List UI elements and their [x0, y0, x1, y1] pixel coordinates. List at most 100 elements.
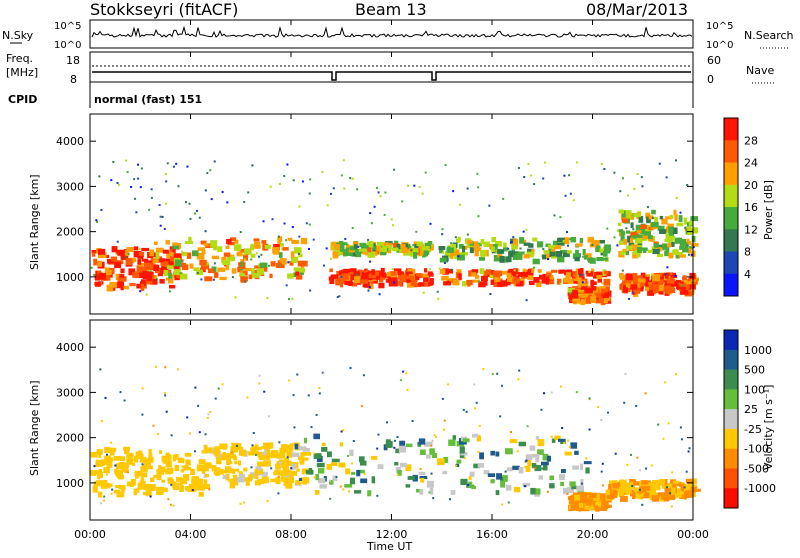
power-cell	[385, 279, 390, 283]
power-cell	[160, 262, 165, 266]
power-cell	[286, 163, 289, 166]
power-cell	[102, 252, 107, 258]
velocity-cell	[673, 493, 682, 498]
velocity-cell	[538, 475, 543, 480]
velocity-cell	[264, 479, 269, 484]
velocity-cell	[371, 476, 376, 484]
power-cell	[684, 226, 687, 229]
time-tick-label: 08:00	[275, 528, 307, 541]
power-cell	[575, 249, 579, 256]
power-cell	[213, 244, 218, 251]
velocity-cell	[582, 492, 587, 496]
power-cell	[384, 191, 387, 194]
velocity-cell	[135, 475, 139, 479]
power-cell	[338, 295, 341, 298]
power-cell	[579, 273, 582, 276]
power-cell	[490, 279, 495, 285]
power-cell	[466, 240, 473, 244]
velocity-cell	[627, 488, 632, 494]
power-cell	[619, 285, 624, 290]
velocity-cell	[172, 486, 179, 490]
power-cell	[665, 216, 673, 220]
power-cell	[290, 251, 295, 258]
power-cell	[671, 281, 678, 287]
nsky-trace	[91, 25, 693, 38]
velocity-cell	[338, 462, 346, 468]
nave-trace	[92, 71, 691, 81]
velocity-cell	[196, 464, 205, 472]
velocity-cell	[420, 449, 426, 455]
velocity-cell	[402, 370, 405, 373]
power-cell	[225, 264, 230, 271]
power-cell	[667, 242, 672, 248]
power-cell	[458, 244, 464, 249]
power-cell	[539, 274, 546, 280]
velocity-cell	[342, 429, 345, 432]
power-cell	[625, 213, 632, 219]
power-cell	[133, 178, 136, 181]
power-cell	[201, 249, 206, 254]
power-cell	[298, 235, 301, 238]
power-cell	[367, 251, 376, 258]
velocity-cell	[426, 480, 434, 488]
power-cell	[140, 167, 143, 170]
power-cell	[439, 257, 447, 263]
velocity-cell	[581, 499, 587, 504]
velocity-cell	[328, 479, 331, 482]
power-cell	[150, 188, 153, 191]
velocity-cell	[543, 392, 545, 395]
power-cell	[282, 247, 289, 251]
velocity-cell	[286, 450, 293, 457]
power-cell	[564, 194, 567, 197]
velocity-cell	[99, 502, 102, 505]
velocity-cell	[255, 447, 262, 451]
power-cell	[343, 187, 346, 190]
power-cell	[637, 284, 644, 292]
velocity-cell	[105, 483, 113, 487]
power-cell	[345, 247, 349, 252]
velocity-cell	[600, 419, 603, 421]
power-cell	[441, 228, 444, 231]
velocity-cell	[238, 449, 247, 456]
velocity-cell	[298, 477, 302, 481]
power-cell	[346, 251, 353, 256]
power-cell	[633, 187, 636, 190]
power-cell	[645, 212, 651, 219]
power-cell	[154, 241, 158, 245]
power-cell	[125, 249, 129, 257]
time-tick-label: 20:00	[577, 528, 609, 541]
power-cell	[210, 198, 213, 201]
power-cell	[478, 280, 481, 283]
power-cell	[351, 227, 354, 229]
velocity-cell	[231, 478, 239, 486]
power-cell	[567, 244, 569, 247]
power-cell	[462, 281, 467, 287]
power-cell	[244, 280, 247, 283]
velocity-cell	[613, 483, 616, 485]
velocity-cell	[245, 479, 250, 486]
velocity-cell	[626, 463, 629, 466]
velocity-cell	[609, 480, 616, 485]
velocity-cell	[92, 485, 98, 493]
velocity-cell	[345, 468, 351, 475]
velocity-cell	[596, 505, 605, 510]
velocity-cell	[669, 494, 676, 501]
range-tick-label: 3000	[56, 180, 84, 193]
power-cell	[271, 218, 274, 221]
power-cell	[560, 249, 567, 254]
power-cell	[665, 233, 671, 240]
power-cell	[664, 289, 670, 294]
velocity-cell	[175, 482, 183, 486]
velocity-colorbar-tick: 100	[744, 383, 765, 396]
power-cell	[153, 264, 160, 271]
power-cell	[368, 273, 377, 279]
velocity-cell	[208, 488, 211, 491]
power-cell	[519, 237, 525, 244]
power-cell	[344, 280, 352, 286]
velocity-cell	[116, 463, 123, 469]
velocity-cell	[657, 492, 665, 496]
velocity-cell	[463, 457, 466, 460]
velocity-cell	[640, 485, 645, 490]
power-cell	[590, 279, 595, 287]
velocity-cell	[174, 454, 179, 460]
